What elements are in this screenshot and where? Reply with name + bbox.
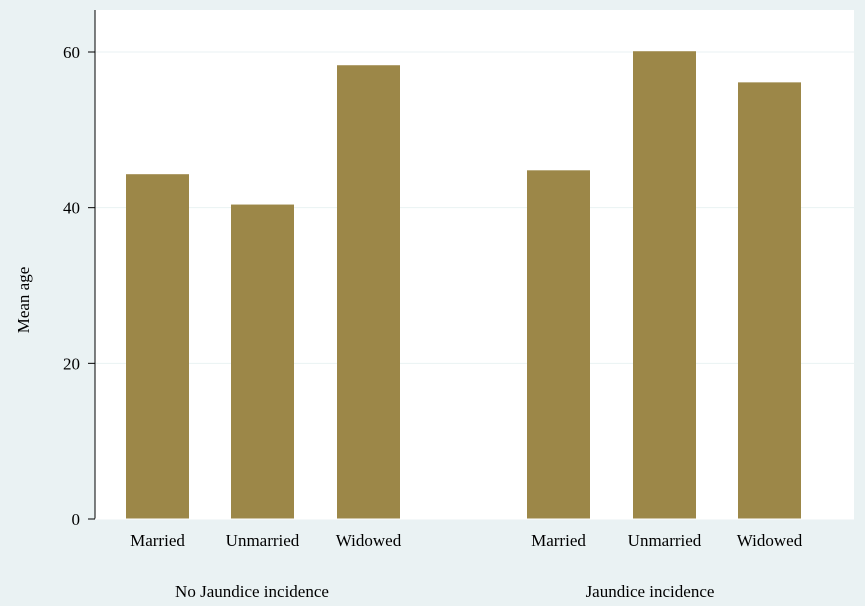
x-tick-label: Unmarried: [226, 531, 300, 550]
bar: [738, 82, 801, 519]
x-tick-label: Widowed: [737, 531, 803, 550]
x-tick-labels: Married Unmarried Widowed Married Unmarried W…: [130, 531, 803, 550]
bars: [126, 51, 801, 520]
y-tick-label: 20: [63, 354, 80, 373]
x-tick-label: Married: [531, 531, 586, 550]
x-tick-label: Married: [130, 531, 185, 550]
y-axis-label: Mean age: [14, 267, 33, 334]
y-ticks: 0 20 40 60: [63, 43, 95, 529]
group-label: No Jaundice incidence: [175, 582, 329, 601]
y-tick-label: 60: [63, 43, 80, 62]
y-tick-label: 0: [72, 510, 81, 529]
bar: [527, 170, 590, 519]
y-tick-label: 40: [63, 199, 80, 218]
bar: [633, 51, 696, 519]
gridlines: [95, 51, 854, 364]
x-tick-label: Widowed: [336, 531, 402, 550]
group-label: Jaundice incidence: [586, 582, 715, 601]
x-tick-label: Unmarried: [628, 531, 702, 550]
plot-area: [95, 10, 854, 519]
bar: [337, 65, 400, 520]
bar: [126, 174, 189, 519]
group-labels: No Jaundice incidence Jaundice incidence: [175, 582, 714, 601]
bar: [231, 204, 294, 519]
